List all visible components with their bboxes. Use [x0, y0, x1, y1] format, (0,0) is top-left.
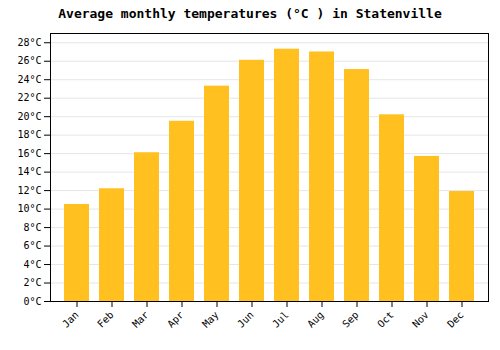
svg-text:28°C: 28°C: [17, 37, 41, 48]
svg-text:Jan: Jan: [60, 309, 81, 330]
svg-text:22°C: 22°C: [17, 92, 41, 103]
svg-text:Apr: Apr: [165, 309, 186, 330]
svg-text:0°C: 0°C: [23, 296, 41, 307]
svg-text:Aug: Aug: [305, 309, 326, 330]
svg-text:Nov: Nov: [410, 309, 431, 330]
svg-text:12°C: 12°C: [17, 185, 41, 196]
svg-text:26°C: 26°C: [17, 55, 41, 66]
svg-text:18°C: 18°C: [17, 129, 41, 140]
svg-text:Jul: Jul: [270, 309, 291, 330]
svg-text:Oct: Oct: [375, 309, 396, 330]
svg-text:20°C: 20°C: [17, 111, 41, 122]
html-text:Average monthly temperatures (: Average monthly temperatures (°C ) in St…: [58, 6, 442, 21]
svg-text:14°C: 14°C: [17, 166, 41, 177]
svg-text:Dec: Dec: [445, 309, 466, 330]
svg-text:Jun: Jun: [235, 309, 256, 330]
svg-text:2°C: 2°C: [23, 277, 41, 288]
svg-text:6°C: 6°C: [23, 240, 41, 251]
svg-text:Mar: Mar: [130, 309, 151, 330]
svg-text:Sep: Sep: [340, 309, 361, 330]
svg-text:24°C: 24°C: [17, 74, 41, 85]
svg-text:4°C: 4°C: [23, 259, 41, 270]
svg-text:16°C: 16°C: [17, 148, 41, 159]
svg-text:Feb: Feb: [95, 309, 116, 330]
svg-text:May: May: [200, 309, 221, 330]
svg-text:8°C: 8°C: [23, 222, 41, 233]
svg-text:10°C: 10°C: [17, 203, 41, 214]
